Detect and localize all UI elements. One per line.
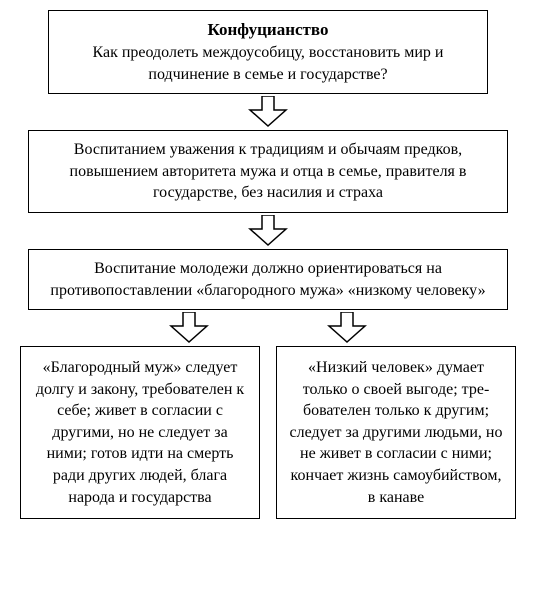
arrow-down-1	[20, 96, 516, 128]
arrow-split-row	[20, 312, 516, 344]
node-contrast-text: Воспитание молодежи должно ориентировать…	[47, 258, 489, 301]
arrow-down-right	[325, 312, 369, 344]
node-noble-text: «Благородный муж» следует долгу и закону…	[33, 357, 247, 508]
node-question: Конфуцианство Как преодолеть междоусобиц…	[48, 10, 488, 94]
node-title: Конфуцианство	[67, 19, 469, 42]
node-answer-text: Воспитанием уважения к традициям и обыча…	[47, 139, 489, 204]
node-answer: Воспитанием уважения к традициям и обыча…	[28, 130, 508, 213]
node-low-man: «Низкий человек» думает только о своей в…	[276, 346, 516, 519]
bottom-row: «Благородный муж» следует долгу и закону…	[20, 346, 516, 519]
node-low-text: «Низкий человек» думает только о своей в…	[289, 357, 503, 508]
node-noble-man: «Благородный муж» следует долгу и закону…	[20, 346, 260, 519]
arrow-down-left	[167, 312, 211, 344]
arrow-down-2	[20, 215, 516, 247]
node-contrast: Воспитание молодежи должно ориентировать…	[28, 249, 508, 310]
node-question-text: Как преодолеть междоусобицу, восстановит…	[67, 42, 469, 85]
